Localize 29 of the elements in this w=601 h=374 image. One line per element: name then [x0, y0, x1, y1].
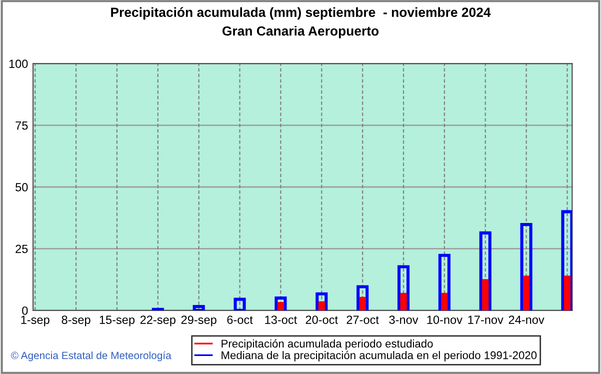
bar [523, 276, 530, 310]
legend-label: Mediana de la precipitación acumulada en el periodo 1991-2020 [222, 350, 537, 362]
y-tick-label: 25 [16, 244, 28, 254]
x-tick-label: 6-oct [227, 316, 253, 324]
y-tick-label: 75 [16, 121, 28, 130]
x-tick-label: 3-nov [389, 316, 418, 324]
bar [400, 292, 407, 310]
text: © Agencia Estatal de Meteorología [10, 351, 172, 362]
bar [482, 279, 489, 310]
x-tick-label: 8-sep [62, 316, 90, 326]
x-tick-label: 1-sep [21, 316, 50, 326]
y-tick-label: 100 [9, 60, 28, 68]
chart-subtitle: Gran Canaria Aeropuerto [222, 26, 379, 38]
x-tick-label: 13-oct [265, 316, 298, 324]
y-tick-label: 0 [22, 306, 28, 315]
x-tick-label: 22-sep [140, 316, 176, 326]
x-tick-label: 20-oct [306, 316, 338, 324]
y-tick-label: 50 [16, 183, 28, 192]
bar [359, 296, 366, 310]
x-tick-label: 10-nov [427, 316, 462, 324]
legend-label: Precipitación acumulada periodo estudiado [222, 339, 433, 350]
bar [564, 276, 571, 310]
x-tick-label: 29-sep [181, 316, 216, 326]
bar [441, 292, 448, 310]
x-tick-label: 24-nov [508, 316, 544, 324]
chart-title: Precipitación acumulada (mm) septiembre - noviembre 2024 [111, 7, 491, 20]
x-tick-label: 27-oct [346, 316, 379, 324]
x-tick-label: 15-sep [100, 316, 135, 326]
x-tick-label: 17-nov [468, 316, 504, 324]
